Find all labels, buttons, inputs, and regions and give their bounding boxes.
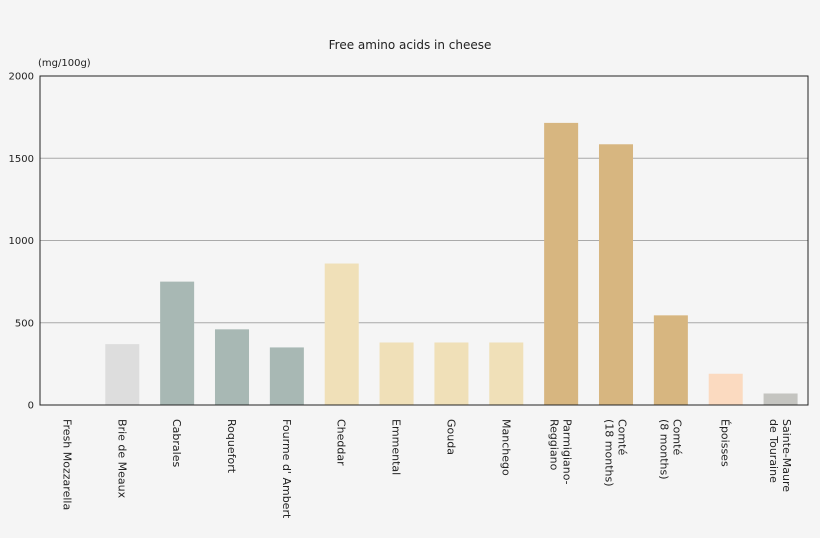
bar bbox=[324, 263, 359, 405]
bar bbox=[598, 144, 634, 405]
x-tick-label-line: Manchego bbox=[499, 419, 512, 476]
bar bbox=[489, 342, 524, 405]
x-tick-label-line: de Touraine bbox=[767, 419, 780, 483]
x-tick-label-line: Sainte-Maure bbox=[780, 419, 793, 492]
bar bbox=[434, 342, 469, 405]
x-tick-label-line: Fresh Mozzarella bbox=[60, 419, 73, 510]
x-tick-label: Emmental bbox=[390, 419, 403, 475]
x-tick-label-line: Roquefort bbox=[225, 419, 238, 474]
x-tick-label-line: Cheddar bbox=[335, 419, 348, 466]
x-tick-label-line: Cabrales bbox=[170, 419, 183, 467]
bar bbox=[763, 393, 798, 405]
x-tick-label-line: Comté bbox=[670, 419, 683, 455]
y-tick-label: 1000 bbox=[9, 236, 34, 247]
x-tick-label: Cabrales bbox=[170, 419, 183, 467]
y-axis-unit-label: (mg/100g) bbox=[38, 58, 91, 69]
x-tick-label: Comté(18 months) bbox=[603, 419, 629, 487]
y-tick-label: 1500 bbox=[9, 154, 34, 165]
x-tick-label-line: Parmigiano- bbox=[561, 419, 574, 485]
x-tick-label-line: Fourme d' Ambert bbox=[280, 419, 293, 519]
plot-frame bbox=[39, 75, 809, 406]
x-tick-label: Manchego bbox=[499, 419, 512, 476]
y-tick-label: 2000 bbox=[9, 72, 34, 83]
x-tick-label: Époisses bbox=[719, 419, 732, 467]
x-tick-label: Fourme d' Ambert bbox=[280, 419, 293, 519]
x-tick-label-line: Comté bbox=[616, 419, 629, 455]
bar bbox=[269, 347, 304, 405]
bar bbox=[544, 122, 579, 405]
gridlines bbox=[40, 157, 808, 324]
x-tick-label-line: Reggiano bbox=[548, 419, 561, 471]
bar bbox=[214, 329, 250, 405]
y-axis-ticks: 0 500 1000 1500 2000 bbox=[9, 72, 34, 412]
x-tick-label: Comté(8 months) bbox=[657, 419, 683, 480]
x-tick-label: Parmigiano-Reggiano bbox=[548, 419, 574, 485]
x-tick-label: Cheddar bbox=[335, 419, 348, 466]
bar bbox=[105, 344, 140, 405]
x-tick-label-line: Emmental bbox=[390, 419, 403, 475]
bar bbox=[160, 281, 195, 405]
x-tick-label-line: Époisses bbox=[719, 419, 732, 467]
bar bbox=[653, 315, 688, 405]
bars bbox=[105, 122, 798, 405]
x-tick-label: Roquefort bbox=[225, 419, 238, 474]
bar bbox=[379, 342, 414, 405]
x-tick-label: Fresh Mozzarella bbox=[60, 419, 73, 510]
y-tick-label: 0 bbox=[28, 401, 34, 412]
x-tick-label-line: (18 months) bbox=[603, 419, 616, 487]
bar bbox=[708, 373, 743, 405]
x-tick-label: Brie de Meaux bbox=[115, 419, 128, 499]
x-axis-ticks: Fresh Mozzarella Brie de Meaux Cabrales Roq… bbox=[60, 419, 793, 519]
x-tick-label-line: Gouda bbox=[444, 419, 457, 455]
x-tick-label: Gouda bbox=[444, 419, 457, 455]
chart-title: Free amino acids in cheese bbox=[329, 38, 492, 52]
x-tick-label-line: (8 months) bbox=[657, 419, 670, 480]
x-tick-label-line: Brie de Meaux bbox=[115, 419, 128, 499]
y-tick-label: 500 bbox=[15, 318, 34, 329]
